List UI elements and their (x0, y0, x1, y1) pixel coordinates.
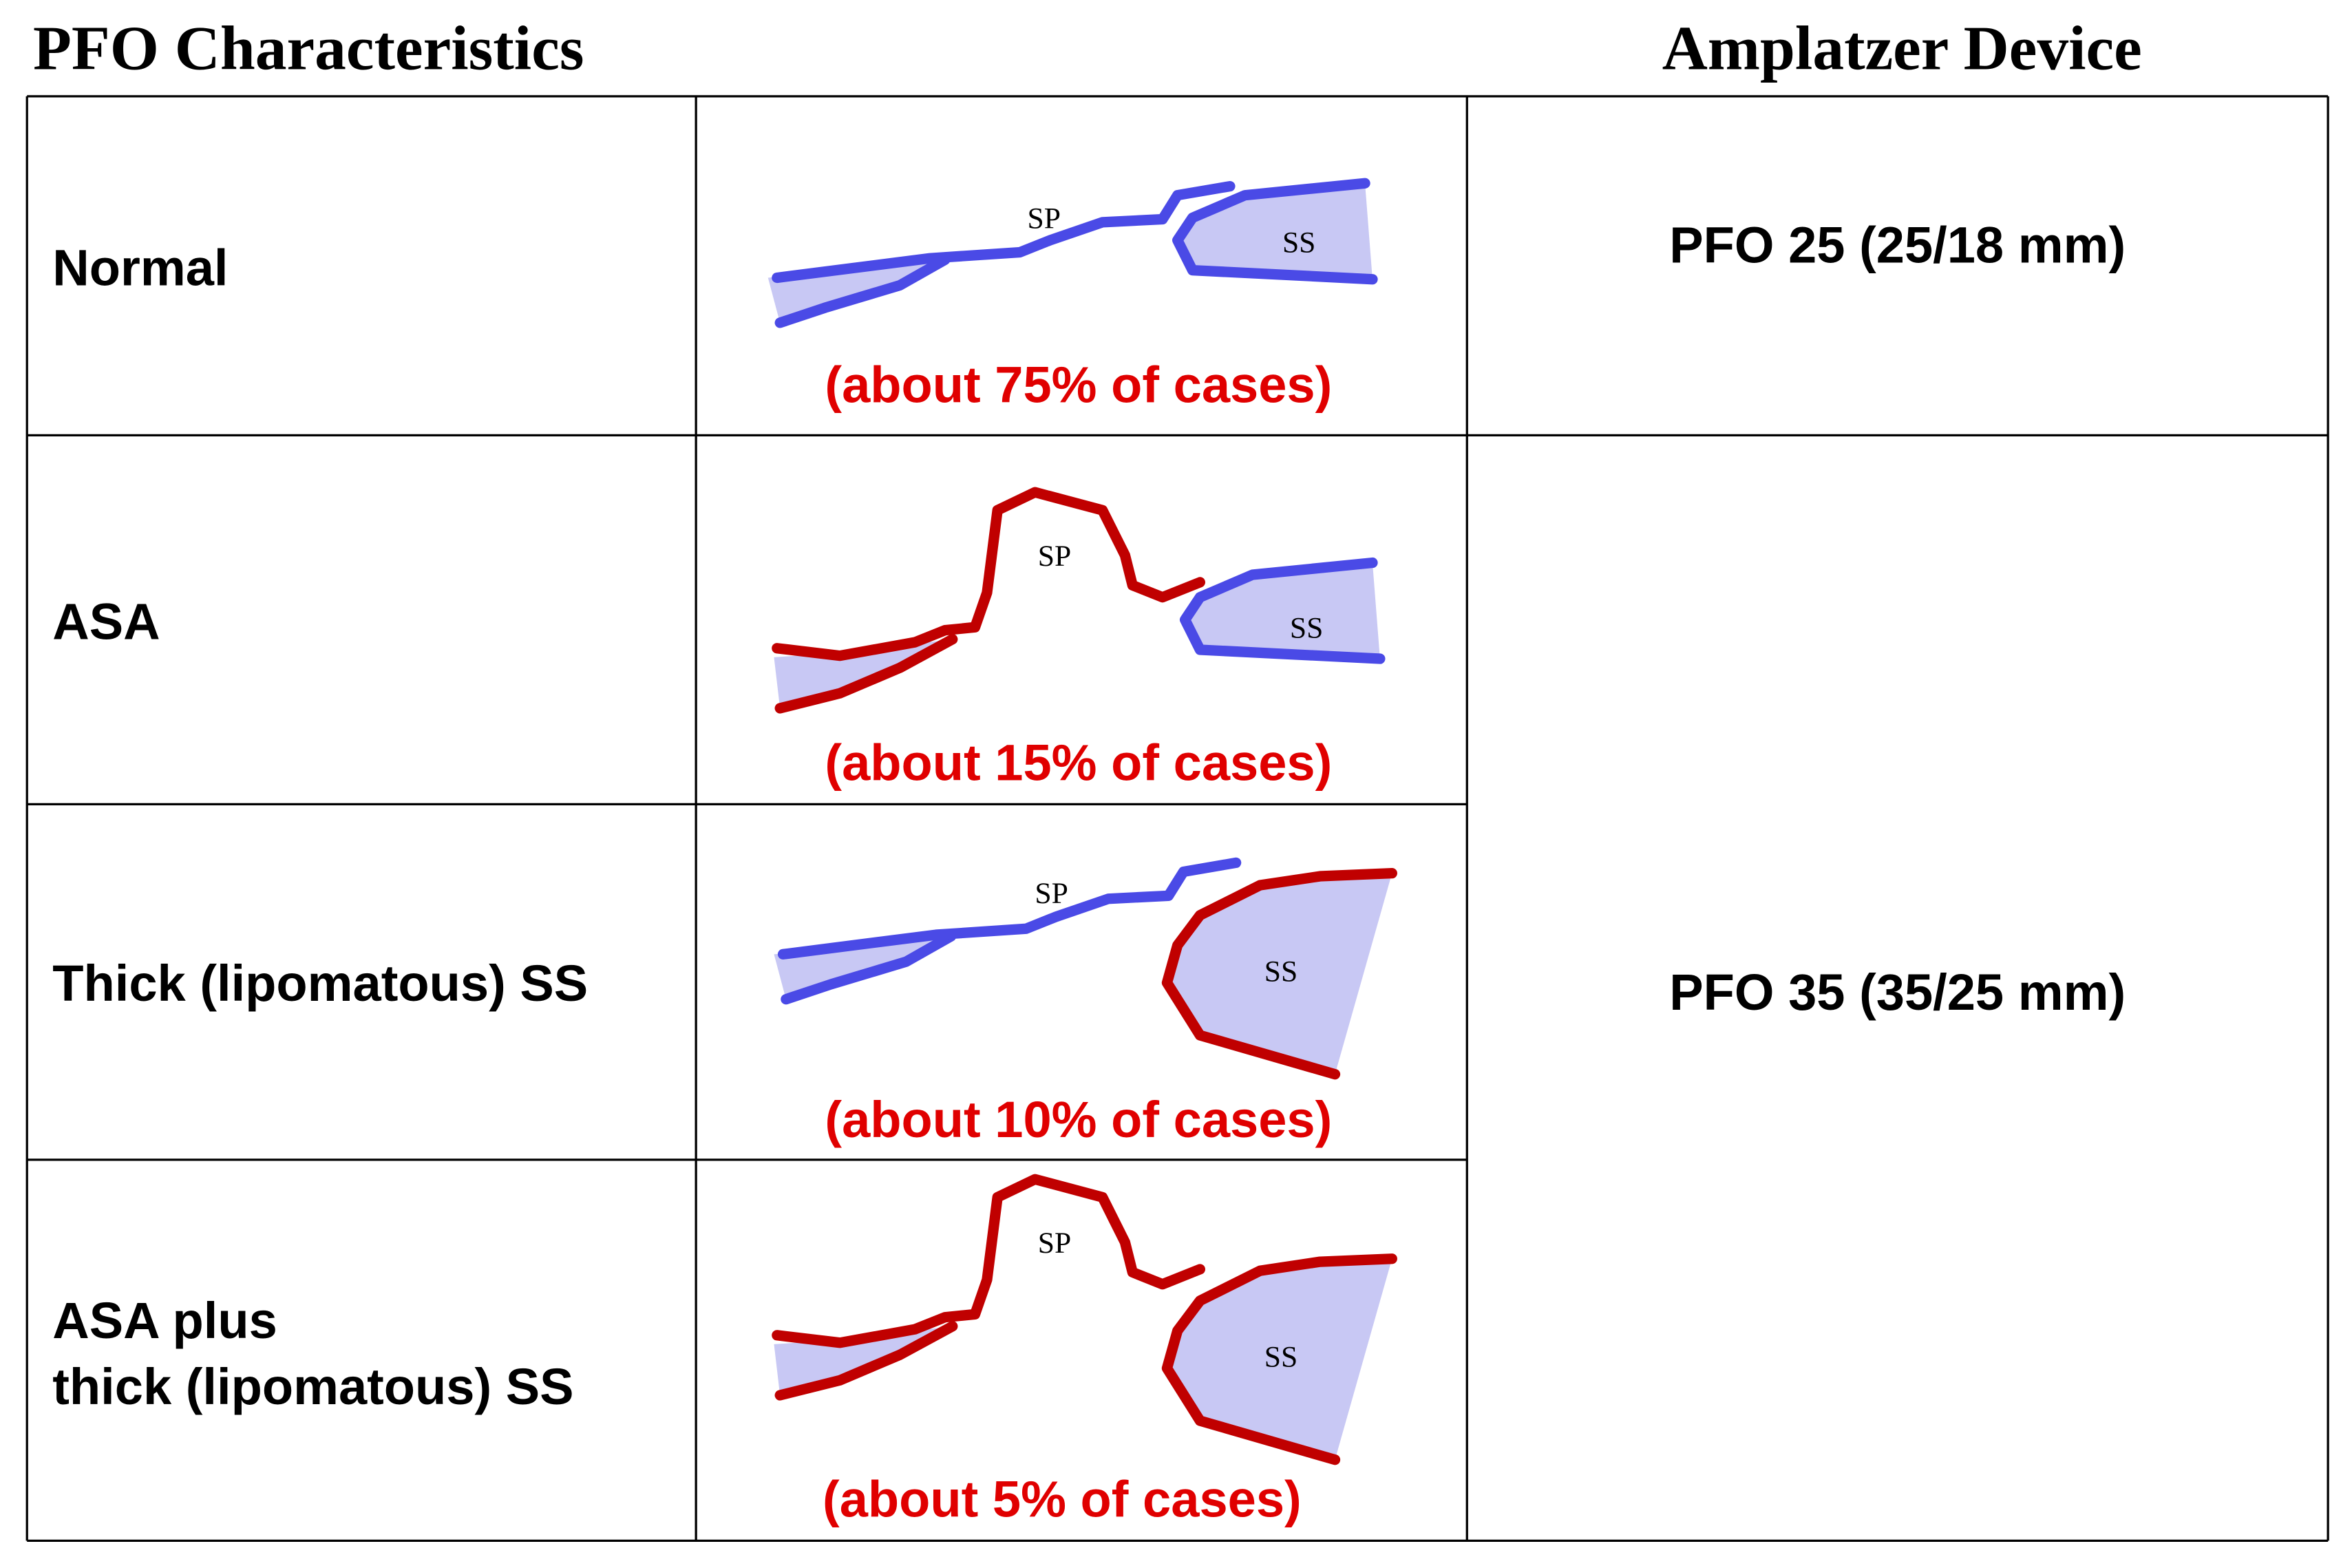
septum-diagram (768, 187, 1230, 323)
table-grid (25, 95, 2329, 1543)
septum-diagram (774, 1179, 1200, 1395)
header-right: Amplatzer Device (1662, 13, 2142, 83)
sp-label: SP (1038, 1227, 1071, 1260)
row-label: Normal (52, 239, 228, 296)
septum-diagram (774, 492, 1200, 708)
ss-label: SS (1290, 612, 1323, 645)
case-share: (about 10% of cases) (825, 1091, 1332, 1148)
sp-label: SP (1038, 540, 1071, 573)
septum-secundum (1185, 563, 1380, 659)
septum-secundum (1178, 183, 1373, 279)
ss-label: SS (1282, 226, 1315, 259)
row-label: ASA plus (52, 1292, 277, 1349)
sp-label: SP (1035, 877, 1068, 910)
device: PFO 25 (25/18 mm) (1669, 217, 2126, 274)
sp-label: SP (1027, 202, 1060, 235)
ss-label: SS (1264, 1341, 1297, 1374)
row-label: ASA (52, 593, 160, 650)
row-label: thick (lipomatous) SS (52, 1358, 573, 1415)
device: PFO 35 (35/25 mm) (1669, 964, 2126, 1021)
row-label: Thick (lipomatous) SS (52, 955, 588, 1012)
case-share: (about 15% of cases) (825, 734, 1332, 792)
header-left: PFO Characteristics (33, 13, 584, 83)
case-share: (about 5% of cases) (823, 1471, 1302, 1528)
ss-label: SS (1264, 955, 1297, 988)
case-share: (about 75% of cases) (825, 356, 1332, 413)
